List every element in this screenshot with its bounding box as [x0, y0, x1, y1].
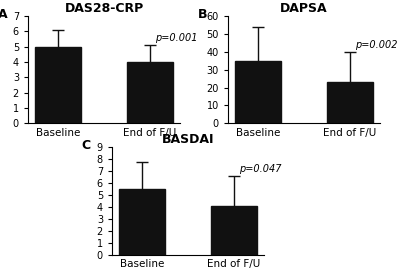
Bar — [235, 61, 281, 123]
Bar — [327, 82, 373, 123]
Bar — [127, 62, 173, 123]
Text: p=0.047: p=0.047 — [239, 164, 281, 174]
Bar — [211, 206, 257, 255]
Bar — [35, 47, 81, 123]
Bar — [119, 189, 165, 255]
Text: A: A — [0, 8, 7, 21]
Title: DAPSA: DAPSA — [280, 2, 328, 15]
Title: DAS28-CRP: DAS28-CRP — [64, 2, 144, 15]
Text: p=0.002: p=0.002 — [355, 40, 397, 50]
Title: BASDAI: BASDAI — [162, 133, 214, 146]
Text: B: B — [198, 8, 207, 21]
Text: C: C — [82, 139, 91, 152]
Text: p=0.001: p=0.001 — [155, 33, 197, 43]
